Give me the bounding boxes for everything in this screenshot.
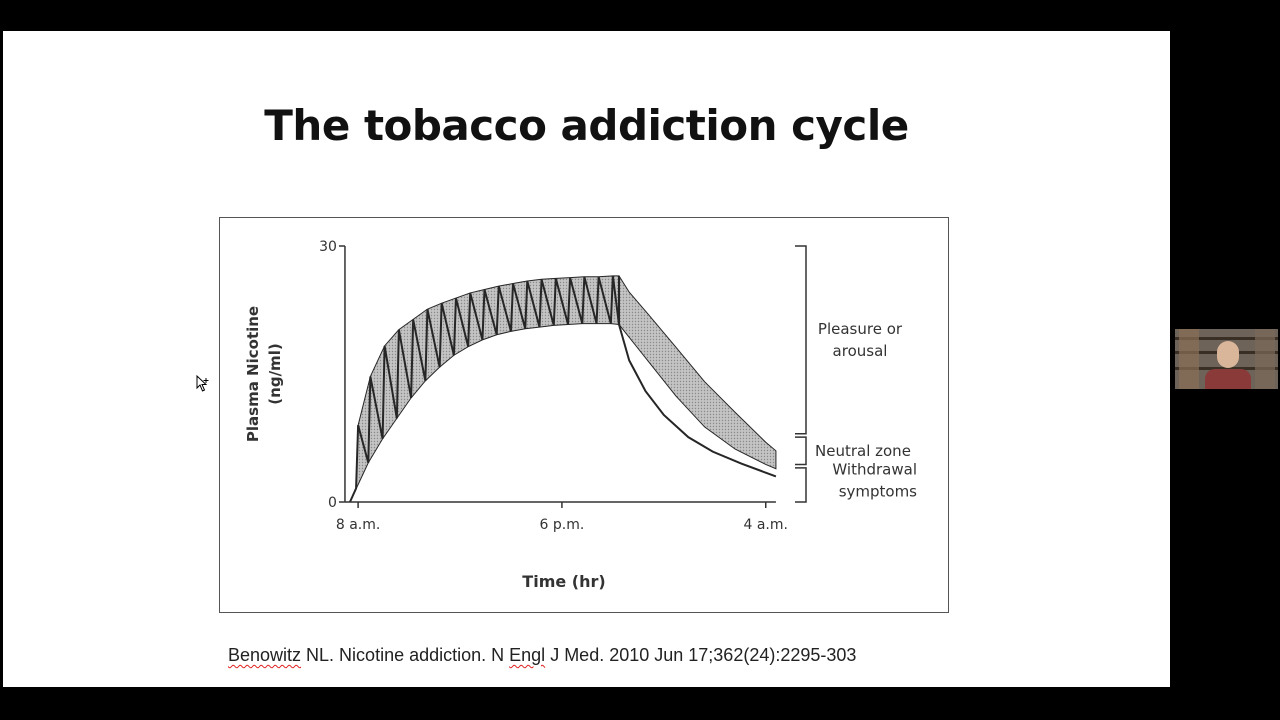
y-axis-label: Plasma Nicotine bbox=[244, 306, 262, 442]
zone-bracket bbox=[795, 245, 807, 435]
zone-bracket bbox=[795, 436, 807, 466]
zone-label: Withdrawal bbox=[832, 461, 917, 479]
citation-text-1: NL. Nicotine addiction. N bbox=[301, 645, 510, 665]
slide-title: The tobacco addiction cycle bbox=[264, 101, 909, 150]
nicotine-chart: 8 a.m. 6 p.m. 4 a.m. 0 30 Pleasure or arousal… bbox=[244, 239, 917, 591]
citation: Benowitz NL. Nicotine addiction. N Engl … bbox=[228, 645, 856, 666]
y-tick-label: 0 bbox=[328, 495, 337, 511]
x-tick-label: 8 a.m. bbox=[336, 517, 380, 533]
x-tick-label: 6 p.m. bbox=[540, 517, 585, 533]
move-cursor-icon bbox=[196, 375, 209, 392]
zone-label: Pleasure or bbox=[818, 320, 903, 338]
nicotine-range-band bbox=[349, 275, 777, 503]
chart-frame: 8 a.m. 6 p.m. 4 a.m. 0 30 Pleasure or arousal… bbox=[219, 217, 949, 613]
webcam-thumbnail[interactable] bbox=[1175, 329, 1278, 389]
citation-text-2: J Med. 2010 Jun 17;362(24):2295-303 bbox=[545, 645, 857, 665]
presentation-slide: The tobacco addiction cycle 8 a.m. 6 p.m.… bbox=[3, 31, 1170, 687]
person-body bbox=[1205, 369, 1251, 389]
x-tick-label: 4 a.m. bbox=[743, 517, 787, 533]
zone-label: symptoms bbox=[839, 483, 917, 501]
y-tick-label: 30 bbox=[319, 239, 337, 255]
series-smoking-sawtooth bbox=[349, 275, 620, 503]
zone-label: arousal bbox=[833, 342, 888, 360]
zone-label: Neutral zone bbox=[815, 442, 911, 460]
zone-bracket bbox=[795, 467, 807, 503]
citation-journal-word: Engl bbox=[509, 645, 546, 665]
citation-author: Benowitz bbox=[228, 645, 302, 665]
series-decline-curve bbox=[618, 324, 777, 478]
x-axis-label: Time (hr) bbox=[522, 572, 605, 591]
y-axis-unit-label: (ng/ml) bbox=[266, 343, 284, 404]
person-head bbox=[1217, 341, 1239, 368]
